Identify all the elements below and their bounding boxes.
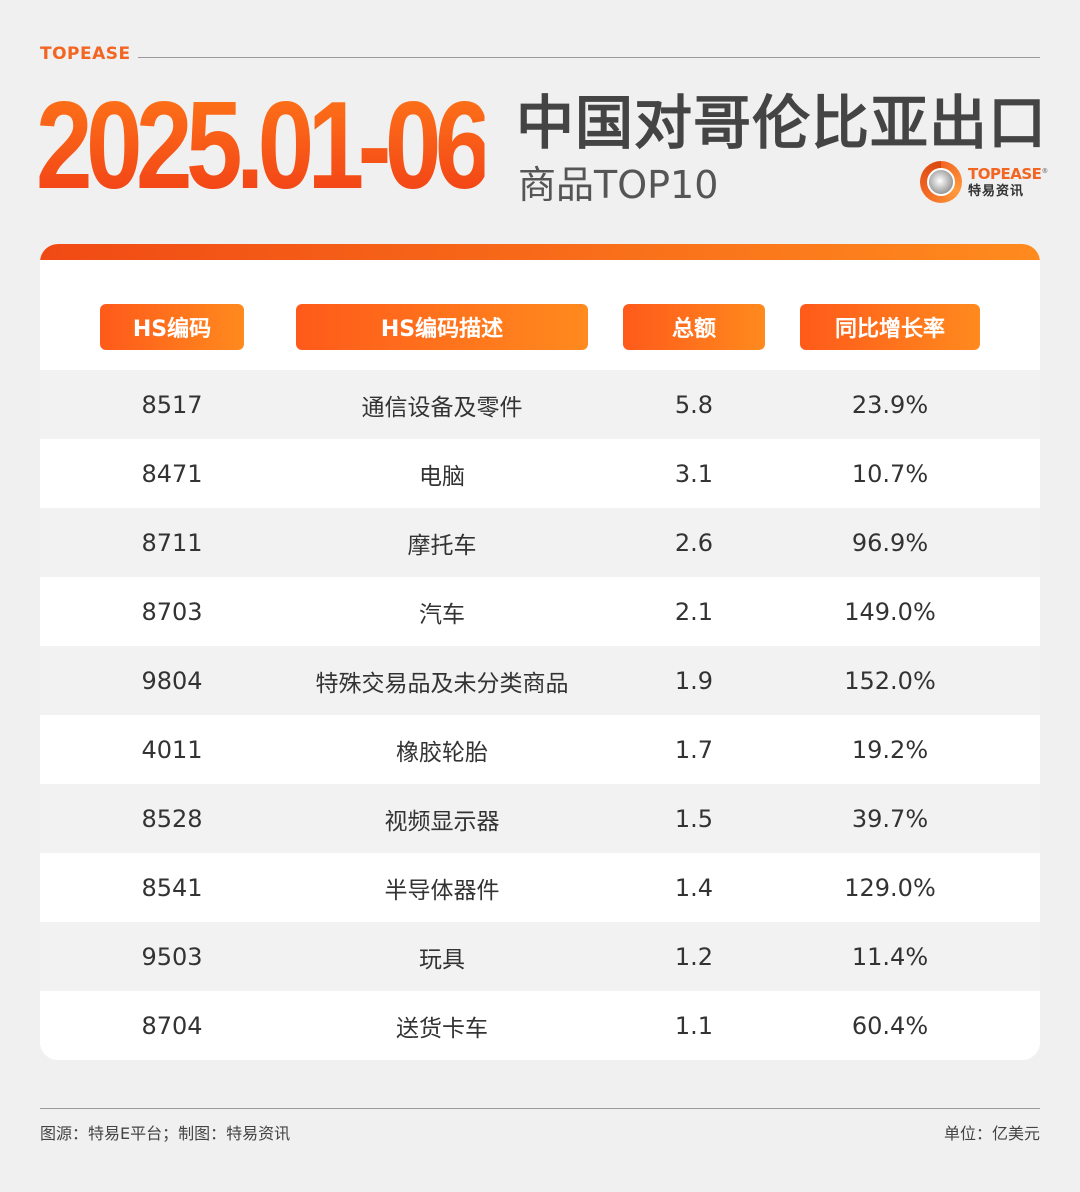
total-cell: 1.4: [674, 873, 714, 902]
hs-description-cell: 通信设备及零件: [361, 394, 523, 421]
hs-description-cell: 橡胶轮胎: [396, 739, 488, 766]
card-accent-bar: [40, 244, 1040, 260]
table-row: 8711 摩托车 2.6 96.9%: [40, 508, 1040, 577]
topease-logo: TOPEASE® 特易资讯: [920, 160, 1048, 204]
yoy-growth-cell: 19.2%: [851, 735, 929, 764]
hs-description-cell: 电脑: [419, 463, 465, 490]
table-row: 8704 送货卡车 1.1 60.4%: [40, 991, 1040, 1060]
hs-code-cell: 8541: [141, 873, 203, 902]
hs-code-cell: 4011: [141, 735, 203, 764]
table-row: 4011 橡胶轮胎 1.7 19.2%: [40, 715, 1040, 784]
yoy-growth-cell: 129.0%: [844, 873, 936, 902]
source-note: 图源：特易E平台；制图：特易资讯: [40, 1124, 291, 1143]
table-row: 8703 汽车 2.1 149.0%: [40, 577, 1040, 646]
logo-english-text: TOPEASE®: [968, 164, 1048, 183]
yoy-growth-cell: 23.9%: [851, 390, 929, 419]
hs-code-cell: 9503: [141, 942, 203, 971]
table-body: 8517 通信设备及零件 5.8 23.9% 8471 电脑 3.1 10.7% 8711 摩托车…: [40, 370, 1040, 1060]
yoy-growth-cell: 10.7%: [851, 459, 929, 488]
yoy-growth-cell: 152.0%: [844, 666, 936, 695]
total-cell: 5.8: [674, 390, 714, 419]
column-header-total: 总额: [623, 304, 765, 350]
table-row: 8541 半导体器件 1.4 129.0%: [40, 853, 1040, 922]
yoy-growth-cell: 39.7%: [851, 804, 929, 833]
hs-description-cell: 玩具: [419, 946, 465, 973]
table-row: 9804 特殊交易品及未分类商品 1.9 152.0%: [40, 646, 1040, 715]
hs-description-cell: 特殊交易品及未分类商品: [315, 670, 569, 697]
hs-description-cell: 摩托车: [407, 532, 477, 559]
date-range-heading: 2025.01-06: [36, 77, 491, 215]
topease-logo-icon: [920, 161, 962, 203]
hs-code-cell: 8517: [141, 390, 203, 419]
total-cell: 2.1: [674, 597, 714, 626]
brand-label: TOPEASE: [40, 44, 131, 64]
hs-code-cell: 8711: [141, 528, 203, 557]
column-header-yoy-growth: 同比增长率: [800, 304, 980, 350]
total-cell: 3.1: [674, 459, 714, 488]
total-cell: 1.1: [674, 1011, 714, 1040]
table-row: 9503 玩具 1.2 11.4%: [40, 922, 1040, 991]
total-cell: 1.7: [674, 735, 714, 764]
total-cell: 2.6: [674, 528, 714, 557]
page-subtitle: 商品TOP10: [518, 163, 719, 207]
column-header-hs-code: HS编码: [100, 304, 244, 350]
table-card: HS编码 HS编码描述 总额 同比增长率 8517 通信设备及零件 5.8 23.9%…: [40, 244, 1040, 1060]
yoy-growth-cell: 149.0%: [844, 597, 936, 626]
total-cell: 1.5: [674, 804, 714, 833]
bottom-divider: [40, 1108, 1040, 1109]
hs-code-cell: 8471: [141, 459, 203, 488]
hs-description-cell: 汽车: [419, 601, 465, 628]
yoy-growth-cell: 11.4%: [851, 942, 929, 971]
hs-code-cell: 8703: [141, 597, 203, 626]
total-cell: 1.9: [674, 666, 714, 695]
unit-note: 单位：亿美元: [943, 1124, 1040, 1143]
column-header-hs-description: HS编码描述: [296, 304, 588, 350]
hs-description-cell: 视频显示器: [384, 808, 500, 835]
hs-description-cell: 送货卡车: [396, 1015, 488, 1042]
yoy-growth-cell: 96.9%: [851, 528, 929, 557]
page-title: 中国对哥伦比亚出口: [516, 89, 1048, 157]
yoy-growth-cell: 60.4%: [851, 1011, 929, 1040]
table-row: 8517 通信设备及零件 5.8 23.9%: [40, 370, 1040, 439]
hs-code-cell: 8528: [141, 804, 203, 833]
total-cell: 1.2: [674, 942, 714, 971]
top-divider: [138, 57, 1040, 58]
table-row: 8471 电脑 3.1 10.7%: [40, 439, 1040, 508]
table-row: 8528 视频显示器 1.5 39.7%: [40, 784, 1040, 853]
hs-code-cell: 8704: [141, 1011, 203, 1040]
hs-description-cell: 半导体器件: [384, 877, 500, 904]
logo-chinese-text: 特易资讯: [968, 183, 1025, 199]
hs-code-cell: 9804: [141, 666, 203, 695]
